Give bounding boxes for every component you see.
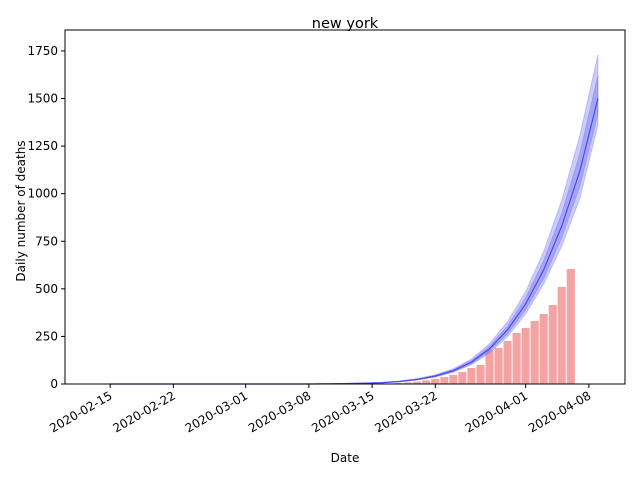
y-tick-label: 1250 [27,139,58,153]
bar [521,328,530,384]
x-tick-label: 2020-02-22 [110,388,177,435]
bar [476,364,485,384]
bar [557,286,566,384]
bar [566,269,575,384]
x-tick-label: 2020-04-08 [526,388,593,435]
chart-title: new york [312,16,379,32]
bar [431,379,440,384]
bar [440,376,449,384]
bar [467,368,476,384]
y-tick-label: 500 [35,282,58,296]
x-axis-label: Date [331,451,360,465]
y-tick-label: 750 [35,234,58,248]
bar [512,332,521,384]
y-tick-label: 1500 [27,92,58,106]
bar [449,375,458,384]
y-axis-label: Daily number of deaths [14,140,28,281]
x-tick-label: 2020-03-01 [183,388,250,435]
y-tick-label: 0 [50,377,58,391]
bar [404,382,413,384]
x-tick-label: 2020-03-08 [246,388,313,435]
bar [503,340,512,384]
bar [485,349,494,384]
bar [422,380,431,384]
bar [539,313,548,384]
bar [413,381,422,384]
bar [530,321,539,384]
y-tick-label: 1000 [27,187,58,201]
bar [494,348,503,384]
x-tick-label: 2020-03-15 [309,388,376,435]
x-tick-label: 2020-03-22 [372,388,439,435]
x-tick-label: 2020-02-15 [47,388,114,435]
bar [548,305,557,384]
x-tick-label: 2020-04-01 [463,388,530,435]
axes-frame [64,29,626,385]
y-tick-label: 1750 [27,44,58,58]
y-tick-label: 250 [35,329,58,343]
bar [458,372,467,384]
